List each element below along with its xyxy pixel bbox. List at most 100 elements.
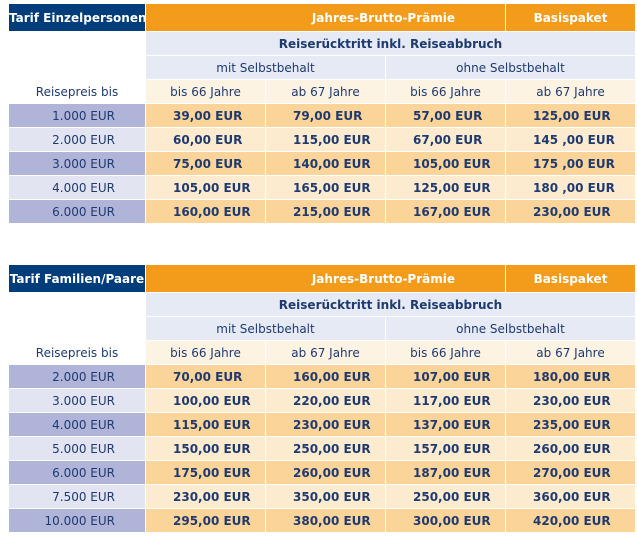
- age-header-to-66: bis 66 Jahre: [146, 341, 266, 365]
- table-row: 5.000 EUR 150,00 EUR 250,00 EUR 157,00 EUR 2…: [9, 437, 635, 461]
- premium-cell: 250,00 EUR: [266, 437, 386, 461]
- age-header-to-66: bis 66 Jahre: [146, 80, 266, 104]
- travel-price-cell: 6.000 EUR: [9, 461, 146, 485]
- travel-price-cell: 3.000 EUR: [9, 152, 146, 176]
- age-header-to-66: bis 66 Jahre: [386, 80, 506, 104]
- premium-cell: 105,00 EUR: [146, 176, 266, 200]
- premium-cell: 260,00 EUR: [506, 437, 635, 461]
- premium-cell: 67,00 EUR: [386, 128, 506, 152]
- table-row: 6.000 EUR 175,00 EUR 260,00 EUR 187,00 EUR 2…: [9, 461, 635, 485]
- premium-cell: 380,00 EUR: [266, 509, 386, 533]
- premium-cell: 75,00 EUR: [146, 152, 266, 176]
- travel-price-cell: 2.000 EUR: [9, 128, 146, 152]
- travel-price-cell: 4.000 EUR: [9, 176, 146, 200]
- premium-cell: 157,00 EUR: [386, 437, 506, 461]
- premium-cell: 115,00 EUR: [146, 413, 266, 437]
- table-row: 3.000 EUR 75,00 EUR 140,00 EUR 105,00 EUR 17…: [9, 152, 635, 176]
- premium-cell: 160,00 EUR: [146, 200, 266, 224]
- travel-price-cell: 5.000 EUR: [9, 437, 146, 461]
- travel-price-cell: 4.000 EUR: [9, 413, 146, 437]
- premium-cell: 165,00 EUR: [266, 176, 386, 200]
- premium-cell: 70,00 EUR: [146, 365, 266, 389]
- premium-cell: 140,00 EUR: [266, 152, 386, 176]
- premium-cell: 100,00 EUR: [146, 389, 266, 413]
- group-with-deductible: mit Selbstbehalt: [146, 317, 386, 341]
- table-title: Tarif Familien/Paare: [9, 265, 146, 293]
- age-header-from-67: ab 67 Jahre: [506, 341, 635, 365]
- group-without-deductible: ohne Selbstbehalt: [386, 317, 635, 341]
- premium-cell: 215,00 EUR: [266, 200, 386, 224]
- premium-header: Jahres-Brutto-Prämie: [146, 4, 506, 32]
- premium-cell: 150,00 EUR: [146, 437, 266, 461]
- premium-cell: 230,00 EUR: [146, 485, 266, 509]
- premium-cell: 117,00 EUR: [386, 389, 506, 413]
- group-without-deductible: ohne Selbstbehalt: [386, 56, 635, 80]
- blank-cell: [9, 56, 146, 80]
- tariff-table-families: Tarif Familien/Paare Jahres-Brutto-Prämi…: [9, 265, 635, 533]
- travel-price-cell: 7.500 EUR: [9, 485, 146, 509]
- table-row: 2.000 EUR 60,00 EUR 115,00 EUR 67,00 EUR 145…: [9, 128, 635, 152]
- travel-price-cell: 10.000 EUR: [9, 509, 146, 533]
- premium-cell: 125,00 EUR: [506, 104, 635, 128]
- premium-cell: 175 ,00 EUR: [506, 152, 635, 176]
- premium-cell: 230,00 EUR: [506, 389, 635, 413]
- premium-cell: 167,00 EUR: [386, 200, 506, 224]
- table-row: 1.000 EUR 39,00 EUR 79,00 EUR 57,00 EUR 125,…: [9, 104, 635, 128]
- premium-cell: 57,00 EUR: [386, 104, 506, 128]
- coverage-header: Reiserücktritt inkl. Reiseabbruch: [146, 32, 635, 56]
- premium-cell: 175,00 EUR: [146, 461, 266, 485]
- premium-cell: 79,00 EUR: [266, 104, 386, 128]
- table-row: 4.000 EUR 105,00 EUR 165,00 EUR 125,00 EUR 1…: [9, 176, 635, 200]
- group-with-deductible: mit Selbstbehalt: [146, 56, 386, 80]
- age-header-from-67: ab 67 Jahre: [266, 341, 386, 365]
- table-row: 4.000 EUR 115,00 EUR 230,00 EUR 137,00 EUR 2…: [9, 413, 635, 437]
- tariff-table-individuals: Tarif Einzelpersonen Jahres-Brutto-Prämi…: [9, 4, 635, 224]
- table-title: Tarif Einzelpersonen: [9, 4, 146, 32]
- premium-cell: 187,00 EUR: [386, 461, 506, 485]
- age-header-to-66: bis 66 Jahre: [386, 341, 506, 365]
- coverage-header: Reiserücktritt inkl. Reiseabbruch: [146, 293, 635, 317]
- premium-cell: 60,00 EUR: [146, 128, 266, 152]
- price-column-header: Reisepreis bis: [9, 341, 146, 365]
- age-header-from-67: ab 67 Jahre: [506, 80, 635, 104]
- premium-cell: 360,00 EUR: [506, 485, 635, 509]
- premium-cell: 300,00 EUR: [386, 509, 506, 533]
- travel-price-cell: 3.000 EUR: [9, 389, 146, 413]
- premium-cell: 115,00 EUR: [266, 128, 386, 152]
- premium-cell: 295,00 EUR: [146, 509, 266, 533]
- premium-cell: 160,00 EUR: [266, 365, 386, 389]
- travel-price-cell: 6.000 EUR: [9, 200, 146, 224]
- table-row: 6.000 EUR 160,00 EUR 215,00 EUR 167,00 EUR 2…: [9, 200, 635, 224]
- age-header-from-67: ab 67 Jahre: [266, 80, 386, 104]
- premium-cell: 180,00 EUR: [506, 365, 635, 389]
- premium-cell: 270,00 EUR: [506, 461, 635, 485]
- package-label: Basispaket: [506, 4, 635, 32]
- blank-cell: [9, 317, 146, 341]
- premium-header: Jahres-Brutto-Prämie: [146, 265, 506, 293]
- premium-cell: 137,00 EUR: [386, 413, 506, 437]
- table-row: 10.000 EUR 295,00 EUR 380,00 EUR 300,00 EUR…: [9, 509, 635, 533]
- table-row: 7.500 EUR 230,00 EUR 350,00 EUR 250,00 EUR 3…: [9, 485, 635, 509]
- table-row: 2.000 EUR 70,00 EUR 160,00 EUR 107,00 EUR 18…: [9, 365, 635, 389]
- blank-cell: [9, 32, 146, 56]
- premium-cell: 350,00 EUR: [266, 485, 386, 509]
- price-column-header: Reisepreis bis: [9, 80, 146, 104]
- travel-price-cell: 1.000 EUR: [9, 104, 146, 128]
- package-label: Basispaket: [506, 265, 635, 293]
- blank-cell: [9, 293, 146, 317]
- premium-cell: 250,00 EUR: [386, 485, 506, 509]
- premium-cell: 145 ,00 EUR: [506, 128, 635, 152]
- premium-cell: 125,00 EUR: [386, 176, 506, 200]
- premium-cell: 260,00 EUR: [266, 461, 386, 485]
- premium-cell: 230,00 EUR: [266, 413, 386, 437]
- premium-cell: 107,00 EUR: [386, 365, 506, 389]
- premium-cell: 220,00 EUR: [266, 389, 386, 413]
- premium-cell: 235,00 EUR: [506, 413, 635, 437]
- travel-price-cell: 2.000 EUR: [9, 365, 146, 389]
- premium-cell: 180 ,00 EUR: [506, 176, 635, 200]
- premium-cell: 39,00 EUR: [146, 104, 266, 128]
- table-row: 3.000 EUR 100,00 EUR 220,00 EUR 117,00 EUR 2…: [9, 389, 635, 413]
- premium-cell: 105,00 EUR: [386, 152, 506, 176]
- premium-cell: 420,00 EUR: [506, 509, 635, 533]
- premium-cell: 230,00 EUR: [506, 200, 635, 224]
